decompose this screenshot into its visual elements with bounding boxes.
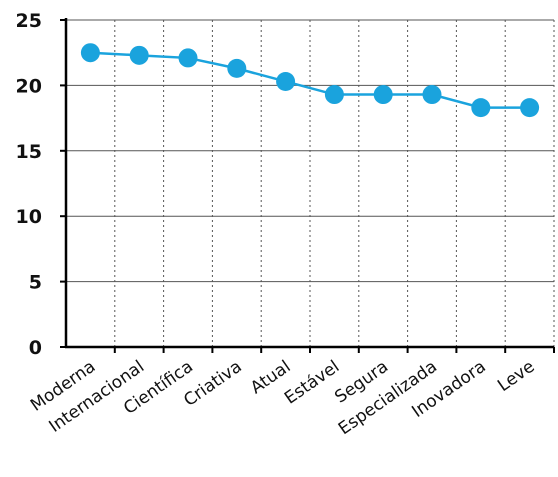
data-point [373,85,393,105]
data-point [129,45,149,65]
series-layer [80,43,540,118]
data-point [324,85,344,105]
y-tick-label: 25 [16,10,42,32]
data-point [471,98,491,118]
data-point [520,98,540,118]
grid-layer [66,19,555,347]
x-tick-label: Leve [494,357,538,396]
x-tick-label: Estável [281,357,343,409]
data-point [276,71,296,91]
data-point [422,85,442,105]
data-point [80,43,100,63]
y-tick-label: 20 [16,75,42,97]
y-tick-label: 0 [29,337,42,359]
y-tick-label: 10 [16,206,42,228]
data-point [178,48,198,68]
y-tick-label: 15 [16,141,42,163]
y-tick-label: 5 [29,272,42,294]
series-line [90,51,530,109]
data-point [227,58,247,78]
axis-layer [60,18,555,353]
y-tick-labels: 0 5 10 15 20 25 [16,10,42,359]
